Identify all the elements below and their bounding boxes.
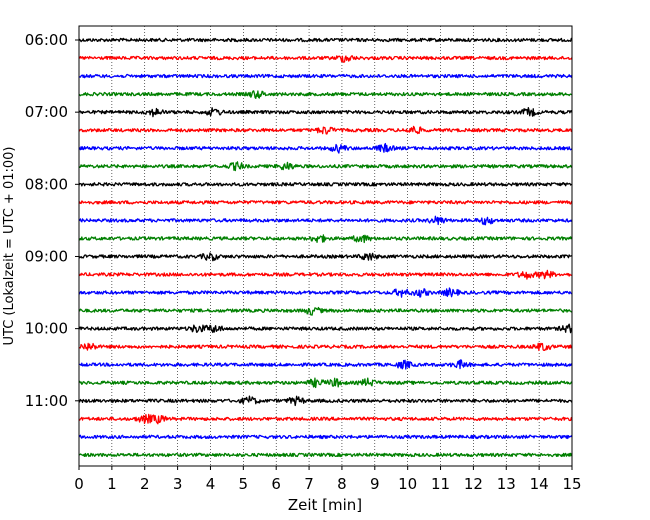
seismic-trace: [78, 269, 573, 280]
x-tick-label: 4: [206, 475, 216, 493]
y-axis-title: UTC (Lokalzeit = UTC + 01:00): [2, 147, 17, 346]
seismic-trace: [78, 107, 573, 118]
seismic-trace: [78, 182, 573, 187]
seismic-trace: [78, 125, 573, 135]
y-tick-label: 10:00: [25, 320, 68, 338]
seismic-trace: [78, 413, 573, 425]
x-tick-label: 15: [562, 475, 581, 493]
y-tick-label: 09:00: [25, 247, 68, 265]
seismic-trace: [78, 287, 573, 298]
y-tick-label: 08:00: [25, 175, 68, 193]
seismic-trace: [78, 359, 573, 370]
seismic-trace: [78, 90, 573, 99]
plot-background: [79, 26, 572, 466]
seismic-trace: [78, 434, 573, 440]
x-axis-ticks: 0 1 2 3 4 5 6 7 8 9 10 11 12 13 14 15: [74, 466, 582, 493]
seismic-trace: [78, 55, 573, 63]
x-tick-label: 9: [370, 475, 380, 493]
y-tick-label: 07:00: [25, 103, 68, 121]
x-tick-label: 1: [107, 475, 117, 493]
seismic-trace: [78, 252, 573, 262]
seismic-trace: [78, 452, 573, 458]
y-tick-label: 11:00: [25, 392, 68, 410]
seismic-trace: [78, 323, 573, 334]
x-tick-label: 12: [464, 475, 483, 493]
seismic-trace: [78, 342, 573, 352]
grid-lines: [111, 26, 540, 466]
x-tick-label: 5: [239, 475, 249, 493]
seismic-trace: [78, 161, 573, 172]
trace-group: [78, 37, 573, 458]
x-tick-label: 13: [497, 475, 516, 493]
seismic-trace: [78, 215, 573, 226]
x-tick-label: 6: [271, 475, 281, 493]
x-axis-title: Zeit [min]: [288, 496, 362, 514]
seismic-trace: [78, 395, 573, 407]
seismic-trace: [78, 73, 573, 79]
seismic-trace: [78, 377, 573, 389]
seismic-trace: [78, 234, 573, 244]
x-tick-label: 10: [398, 475, 417, 493]
seismic-trace: [79, 306, 573, 316]
x-tick-label: 0: [74, 475, 84, 493]
seismic-trace: [78, 142, 573, 154]
x-tick-label: 7: [304, 475, 314, 493]
plot-frame: [78, 25, 573, 467]
y-axis-ticks: 06:00 07:00 08:00 09:00 10:00 11:00: [25, 31, 79, 410]
y-tick-label: 06:00: [25, 31, 68, 49]
seismic-trace: [78, 37, 573, 43]
x-tick-label: 11: [431, 475, 450, 493]
seismic-trace: [78, 200, 573, 205]
x-tick-label: 3: [173, 475, 183, 493]
x-tick-label: 14: [530, 475, 549, 493]
x-tick-label: 2: [140, 475, 150, 493]
x-tick-label: 8: [337, 475, 347, 493]
